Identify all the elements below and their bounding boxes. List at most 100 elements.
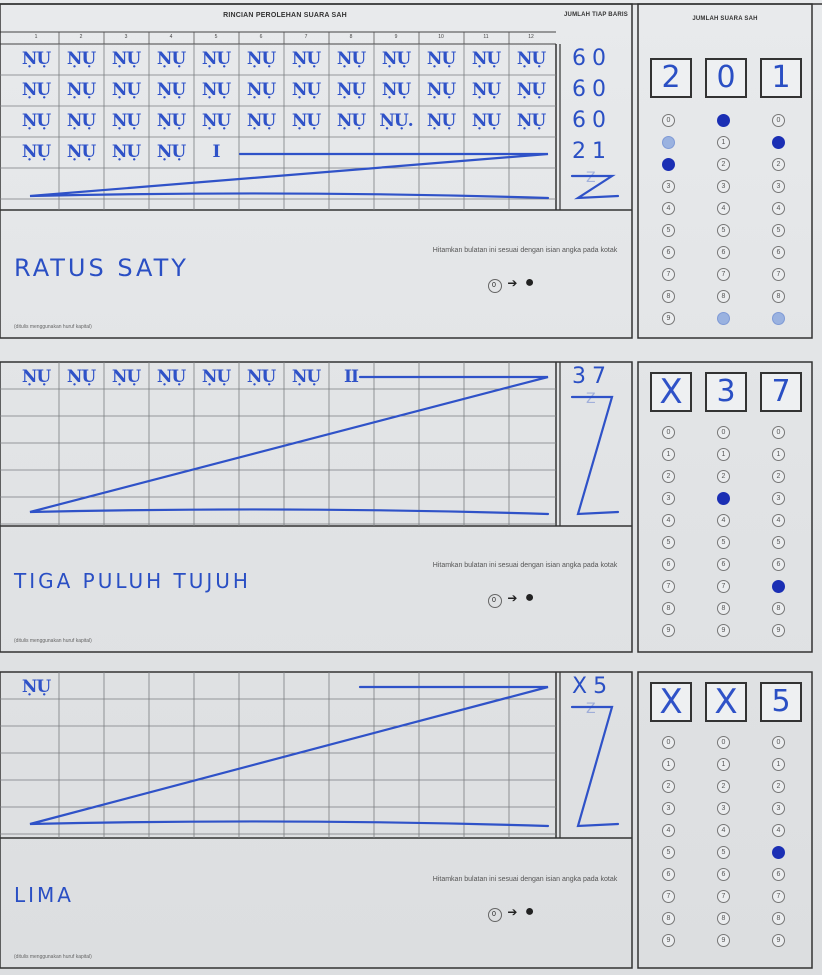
tally-mark: ṆỤ xyxy=(509,49,553,69)
digit-bubble: 5 xyxy=(717,536,730,549)
digit-bubble: 2 xyxy=(772,470,785,483)
legend-example: 0 ➔ ● xyxy=(488,589,536,608)
tally-mark: ṆỤ xyxy=(284,367,328,387)
digit-bubble: 8 xyxy=(717,912,730,925)
digit-bubble: 7 xyxy=(772,890,785,903)
tally-mark: ṆỤ xyxy=(104,49,148,69)
digit-bubble: 7 xyxy=(662,890,675,903)
digit-bubble: 8 xyxy=(662,912,675,925)
written-total-words: RATUS SATY xyxy=(14,254,189,282)
digit-bubble: 5 xyxy=(662,224,675,237)
digit-bubble: 9 xyxy=(717,312,730,325)
tally-mark: ṆỤ xyxy=(329,80,373,100)
digit-bubble: 2 xyxy=(662,780,675,793)
legend-example: 0 ➔ ● xyxy=(488,903,536,922)
row-total-value: X5 xyxy=(572,674,613,699)
tally-mark: ṆỤ xyxy=(329,49,373,69)
tally-mark: ṆỤ xyxy=(374,49,418,69)
arrow-icon: ➔ xyxy=(502,276,525,290)
total-digit-box: X xyxy=(650,372,692,412)
total-digit-box: X xyxy=(705,682,747,722)
digit-bubble: 4 xyxy=(662,824,675,837)
tally-mark: ṆỤ xyxy=(149,80,193,100)
digit-bubble: 2 xyxy=(717,470,730,483)
digit-bubble: 2 xyxy=(772,780,785,793)
column-number: 12 xyxy=(509,34,553,40)
tally-mark: ṆỤ xyxy=(104,111,148,131)
legend-empty-bubble: 0 xyxy=(488,594,502,608)
digit-bubble: 7 xyxy=(772,580,785,593)
tally-mark: ṆỤ xyxy=(14,677,58,697)
column-number: 5 xyxy=(194,34,238,40)
tally-mark: ṆỤ xyxy=(149,367,193,387)
digit-bubble: 7 xyxy=(772,268,785,281)
digit-bubble: 9 xyxy=(717,624,730,637)
digit-bubble: 5 xyxy=(772,224,785,237)
digit-bubble: 3 xyxy=(717,180,730,193)
column-number: 7 xyxy=(284,34,328,40)
tally-mark: I xyxy=(194,142,238,162)
tally-mark: ṆỤ xyxy=(104,80,148,100)
digit-bubble: 9 xyxy=(662,312,675,325)
digit-bubble: 3 xyxy=(717,492,730,505)
tally-mark: ṆỤ xyxy=(419,49,463,69)
tally-mark: ṆỤ xyxy=(149,142,193,162)
tally-mark: ṆỤ xyxy=(194,80,238,100)
legend-filled-bubble: ● xyxy=(525,274,537,291)
total-digit-box: 1 xyxy=(760,58,802,98)
tally-mark: ṆỤ xyxy=(194,367,238,387)
total-digit-box: X xyxy=(650,682,692,722)
section-frame xyxy=(0,672,632,968)
digit-bubble: 1 xyxy=(662,136,675,149)
tally-mark: ṆỤ xyxy=(59,111,103,131)
column-number: 1 xyxy=(14,34,58,40)
digit-bubble: 6 xyxy=(772,246,785,259)
total-digit-box: 0 xyxy=(705,58,747,98)
tally-mark: ṆỤ xyxy=(59,367,103,387)
tally-mark: ṆỤ xyxy=(284,49,328,69)
total-panel-frame xyxy=(638,4,812,338)
tally-mark: ṆỤ xyxy=(284,80,328,100)
tally-mark: ṆỤ xyxy=(104,142,148,162)
digit-bubble: 4 xyxy=(717,514,730,527)
legend-empty-bubble: 0 xyxy=(488,279,502,293)
digit-bubble: 2 xyxy=(717,158,730,171)
row-total-z-stroke xyxy=(572,707,618,826)
tally-mark: ṆỤ xyxy=(59,49,103,69)
legend-example: 0 ➔ ● xyxy=(488,274,536,293)
digit-bubble: 0 xyxy=(662,736,675,749)
digit-bubble: 9 xyxy=(662,624,675,637)
tally-mark: ṆỤ xyxy=(14,49,58,69)
tally-mark: ṆỤ xyxy=(284,111,328,131)
digit-bubble: 8 xyxy=(662,602,675,615)
row-total-cancel: Z xyxy=(586,391,602,407)
row-total-value: 37 xyxy=(572,364,612,389)
row-total-value: 60 xyxy=(572,77,612,102)
digit-bubble: 6 xyxy=(772,558,785,571)
digit-bubble: 9 xyxy=(717,934,730,947)
tally-mark: ṆỤ xyxy=(14,111,58,131)
legend-empty-bubble: 0 xyxy=(488,908,502,922)
digit-bubble: 9 xyxy=(772,624,785,637)
digit-bubble: 4 xyxy=(772,202,785,215)
digit-bubble: 4 xyxy=(772,514,785,527)
tally-mark: ṆỤ xyxy=(194,49,238,69)
digit-bubble: 1 xyxy=(772,448,785,461)
digit-bubble: 5 xyxy=(772,536,785,549)
digit-bubble: 8 xyxy=(662,290,675,303)
cancel-z-stroke xyxy=(30,687,548,826)
arrow-icon: ➔ xyxy=(502,905,525,919)
row-total-cancel: Z xyxy=(586,170,602,186)
digit-bubble: 8 xyxy=(717,602,730,615)
tally-mark: ṆỤ xyxy=(239,111,283,131)
digit-bubble: 3 xyxy=(662,492,675,505)
digit-bubble: 8 xyxy=(772,602,785,615)
digit-bubble: 3 xyxy=(662,180,675,193)
tally-mark: ṆỤ xyxy=(374,80,418,100)
digit-bubble: 5 xyxy=(772,846,785,859)
digit-bubble: 3 xyxy=(662,802,675,815)
digit-bubble: 7 xyxy=(717,268,730,281)
tally-mark: ṆỤ xyxy=(59,80,103,100)
column-number: 11 xyxy=(464,34,508,40)
